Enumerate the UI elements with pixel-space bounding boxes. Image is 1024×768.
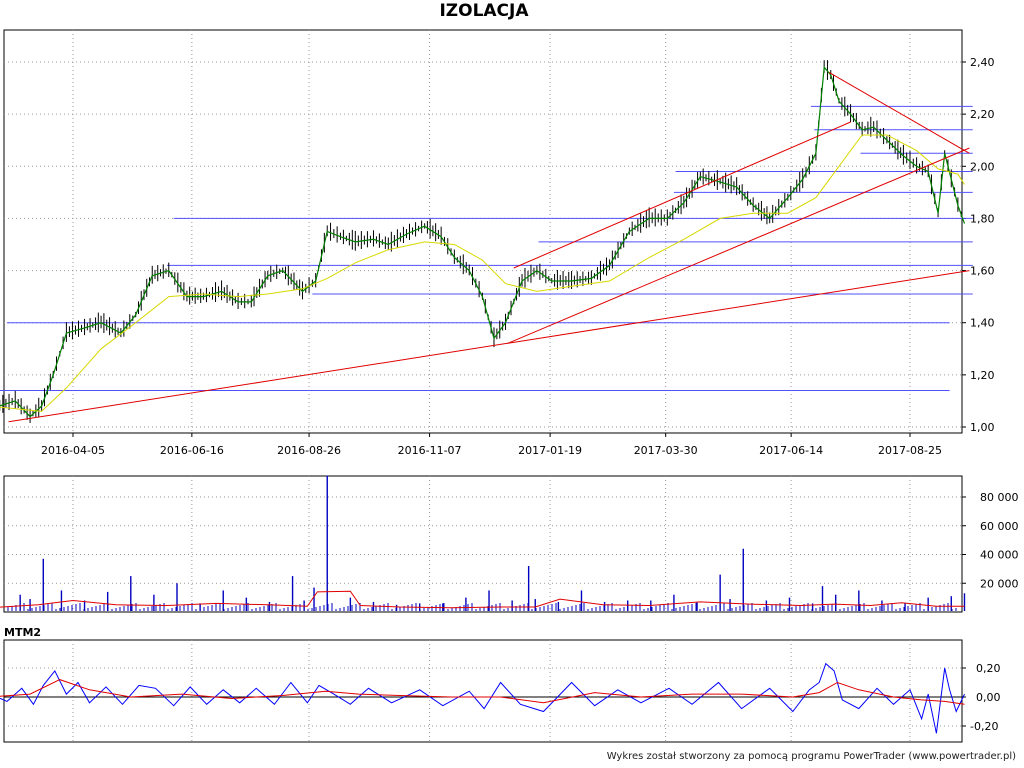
price-y-tick-label: 1,60	[970, 265, 995, 278]
trend-line	[828, 71, 970, 154]
indicator-title: MTM2	[4, 626, 42, 639]
trend-line	[507, 147, 970, 345]
volume-y-tick-label: 20 000	[980, 577, 1019, 590]
indicator-plot-frame	[3, 639, 963, 743]
chart-title: IZOLACJA	[439, 1, 529, 21]
price-y-tick-label: 1,00	[970, 421, 995, 434]
price-x-tick-label: 2016-06-16	[160, 444, 224, 457]
indicator-y-tick-label: 0,00	[976, 691, 1001, 704]
price-y-tick-label: 2,00	[970, 160, 995, 173]
price-y-tick-label: 1,80	[970, 212, 995, 225]
moving-average-line	[0, 134, 965, 412]
price-panel: 2016-04-05 2016-06-16 2016-08-26 2016-11-07…	[0, 29, 995, 457]
price-y-tick-label: 2,20	[970, 108, 995, 121]
volume-y-tick-label: 80 000	[980, 491, 1019, 504]
price-plot-frame	[3, 29, 963, 434]
price-y-tick-label: 1,40	[970, 317, 995, 330]
volume-panel: 20 000 40 000 60 000 80 000	[0, 475, 1019, 613]
volume-y-tick-label: 40 000	[980, 549, 1019, 562]
indicator-y-tick-label: -0,20	[970, 720, 998, 733]
volume-average-line	[0, 590, 965, 609]
mtm-signal-line	[0, 679, 965, 705]
price-x-tick-label: 2016-11-07	[398, 444, 462, 457]
indicator-y-tick-label: 0,20	[976, 662, 1001, 675]
price-x-tick-label: 2017-08-25	[878, 444, 942, 457]
trend-line	[8, 270, 970, 423]
price-x-tick-label: 2017-01-19	[518, 444, 582, 457]
price-x-tick-label: 2016-04-05	[41, 444, 105, 457]
footer-credit: Wykres został stworzony za pomocą progra…	[606, 751, 1016, 762]
price-y-tick-label: 1,20	[970, 369, 995, 382]
indicator-panel: -0,20 0,00 0,20	[0, 639, 1001, 743]
price-x-tick-label: 2017-06-14	[759, 444, 823, 457]
volume-plot-frame	[3, 475, 963, 613]
trend-line	[513, 121, 851, 269]
volume-y-tick-label: 60 000	[980, 520, 1019, 533]
price-close-line	[0, 65, 966, 418]
price-y-tick-label: 2,40	[970, 56, 995, 69]
price-x-tick-label: 2017-03-30	[634, 444, 698, 457]
price-x-tick-label: 2016-08-26	[277, 444, 341, 457]
mtm-line	[0, 662, 965, 734]
